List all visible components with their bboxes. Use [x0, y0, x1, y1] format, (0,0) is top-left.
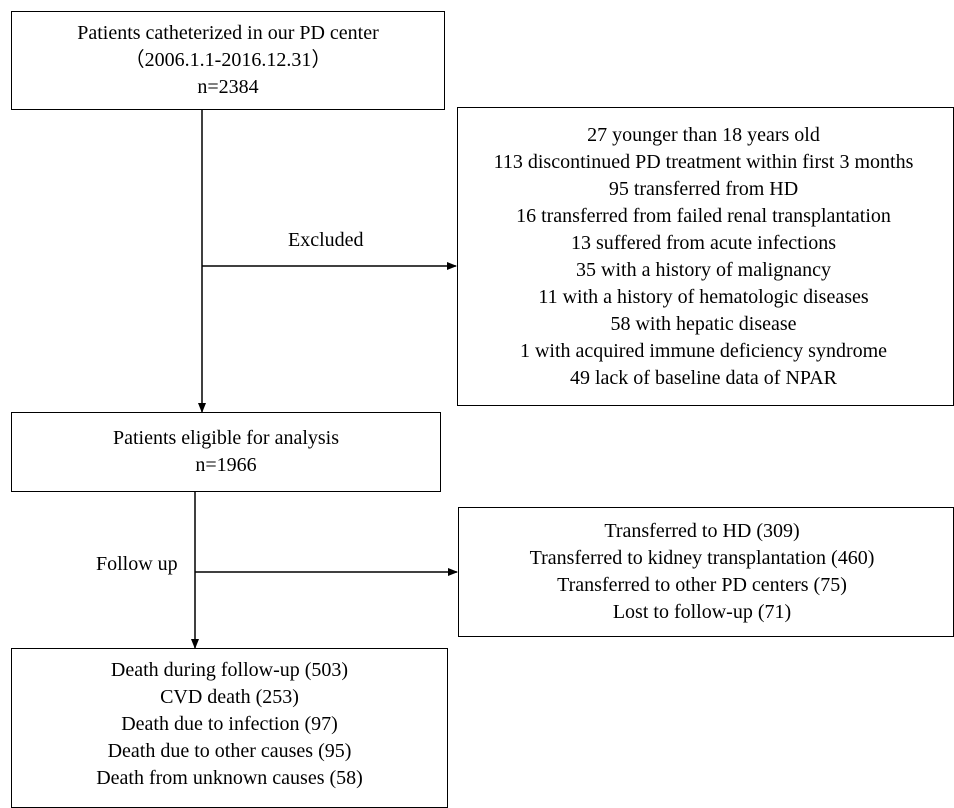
transfer-line: Transferred to HD (309) [604, 520, 800, 542]
follow-up-label: Follow up [96, 553, 178, 575]
death-line: Death from unknown causes (58) [96, 767, 363, 789]
box-text-line: Patients eligible for analysis [112, 427, 340, 449]
box-text-line: n=2384 [197, 76, 259, 98]
exclusion-line: 13 suffered from acute infections [570, 231, 837, 254]
box-text-line: n=1966 [195, 454, 257, 476]
box-transferred: Transferred to HD (309) Transferred to k… [458, 507, 954, 637]
excluded-label: Excluded [288, 229, 364, 251]
death-line: Death due to other causes (95) [107, 740, 352, 762]
exclusion-line: 35 with a history of malignancy [576, 258, 831, 281]
box-text-line: Patients catheterized in our PD center [77, 22, 379, 44]
exclusion-line: 95 transferred from HD [608, 177, 799, 200]
exclusion-line: 113 discontinued PD treatment within fir… [493, 150, 914, 173]
exclusion-line: 27 younger than 18 years old [587, 123, 820, 146]
box-eligible: Patients eligible for analysis n=1966 [11, 412, 441, 492]
exclusion-line: 49 lack of baseline data of NPAR [570, 366, 837, 389]
exclusion-line: 1 with acquired immune deficiency syndro… [519, 339, 888, 362]
box-excluded-reasons: 27 younger than 18 years old 113 discont… [457, 107, 954, 406]
transfer-line: Lost to follow-up (71) [612, 601, 792, 623]
transfer-line: Transferred to kidney transplantation (4… [529, 547, 875, 569]
death-line: Death during follow-up (503) [110, 659, 349, 681]
death-line: Death due to infection (97) [121, 713, 338, 735]
exclusion-line: 11 with a history of hematologic disease… [538, 285, 869, 308]
exclusion-line: 58 with hepatic disease [610, 312, 797, 335]
box-text-line: （2006.1.1-2016.12.31） [124, 49, 332, 71]
box-catheterized: Patients catheterized in our PD center （… [11, 11, 445, 110]
transfer-line: Transferred to other PD centers (75) [557, 574, 847, 596]
exclusion-line: 16 transferred from failed renal transpl… [516, 204, 891, 227]
box-deaths: Death during follow-up (503) CVD death (… [11, 648, 448, 808]
death-line: CVD death (253) [160, 686, 299, 708]
